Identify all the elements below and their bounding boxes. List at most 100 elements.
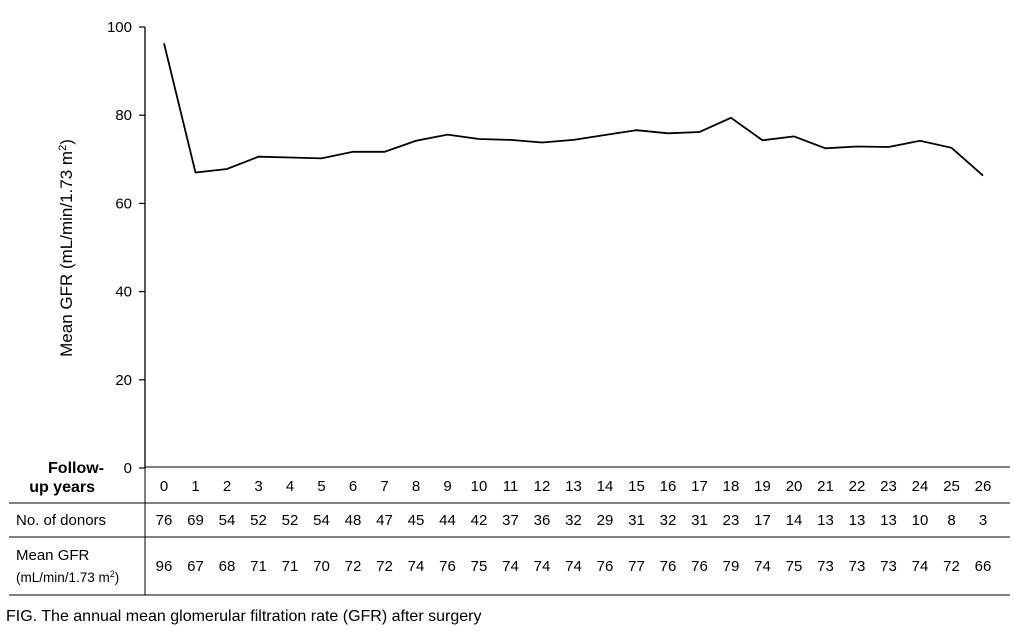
x-tick-label: 2 [223, 478, 231, 495]
gfr-value-cell: 76 [660, 558, 677, 575]
y-tick-label: 40 [115, 284, 132, 301]
x-tick-label: 13 [565, 478, 582, 495]
y-axis-title: Mean GFR (mL/min/1.73 m2) [57, 139, 76, 357]
gfr-series-line [163, 43, 984, 177]
row-label-gfr-line1: Mean GFR [16, 547, 90, 564]
donor-count-cell: 42 [471, 512, 488, 529]
gfr-value-cell: 77 [628, 558, 645, 575]
figure-caption: FIG. The annual mean glomerular filtrati… [6, 608, 482, 625]
x-tick-label: 9 [443, 478, 451, 495]
donor-count-cell: 32 [565, 512, 582, 529]
follow-up-header-line2: up years [29, 479, 95, 496]
y-tick-label: 80 [115, 107, 132, 124]
series-line-layer [163, 43, 984, 177]
x-tick-label: 25 [943, 478, 960, 495]
x-tick-label: 8 [412, 478, 420, 495]
x-tick-label: 5 [317, 478, 325, 495]
donor-count-cell: 44 [439, 512, 456, 529]
gfr-value-cell: 74 [565, 558, 582, 575]
donor-count-cell: 37 [502, 512, 519, 529]
x-tick-label: 10 [471, 478, 488, 495]
donor-count-cell: 52 [282, 512, 299, 529]
gfr-value-cell: 66 [975, 558, 992, 575]
follow-up-header-line1: Follow- [48, 460, 104, 477]
gfr-value-cell: 74 [754, 558, 771, 575]
donor-count-cell: 13 [880, 512, 897, 529]
donor-count-cell: 29 [597, 512, 614, 529]
gfr-value-cell: 71 [250, 558, 267, 575]
donor-count-cell: 45 [408, 512, 425, 529]
y-tick-label: 60 [115, 195, 132, 212]
gfr-value-cell: 71 [282, 558, 299, 575]
gfr-value-cell: 73 [817, 558, 834, 575]
x-tick-label: 20 [786, 478, 803, 495]
gfr-value-cell: 72 [345, 558, 362, 575]
donor-count-cell: 48 [345, 512, 362, 529]
donor-count-cell: 47 [376, 512, 393, 529]
gfr-value-cell: 73 [849, 558, 866, 575]
donor-count-cell: 36 [534, 512, 551, 529]
donor-count-cell: 8 [947, 512, 955, 529]
x-tick-label: 11 [503, 478, 519, 495]
donor-count-cell: 52 [250, 512, 267, 529]
x-tick-label: 1 [191, 478, 199, 495]
x-tick-label: 4 [286, 478, 294, 495]
donor-count-cell: 10 [912, 512, 929, 529]
donor-count-cell: 13 [849, 512, 866, 529]
gfr-value-cell: 76 [597, 558, 614, 575]
x-tick-label: 7 [380, 478, 388, 495]
donor-count-cell: 32 [660, 512, 677, 529]
x-tick-label: 6 [349, 478, 357, 495]
data-table: Follow-up years 0 1 2 3 4 5 6 7 8 9 10 11 12 13 14 15 16 1… [9, 460, 1010, 596]
gfr-value-cell: 74 [502, 558, 519, 575]
gfr-value-cell: 75 [786, 558, 803, 575]
x-tick-label: 14 [597, 478, 614, 495]
y-tick-label: 20 [115, 372, 132, 389]
x-tick-label: 0 [160, 478, 168, 495]
y-axis-label: Mean GFR (mL/min/1.73 m2) [57, 139, 76, 357]
gfr-value-cell: 72 [376, 558, 393, 575]
gfr-value-cell: 68 [219, 558, 236, 575]
donor-count-cell: 31 [628, 512, 645, 529]
gfr-value-cell: 76 [439, 558, 456, 575]
row-label-gfr-line2: (mL/min/1.73 m2) [16, 569, 119, 585]
donor-count-cell: 54 [313, 512, 330, 529]
y-tick-label: 0 [124, 460, 132, 477]
x-tick-label: 17 [691, 478, 708, 495]
gfr-value-cell: 70 [313, 558, 330, 575]
gfr-value-cell: 74 [912, 558, 929, 575]
x-tick-label: 12 [534, 478, 551, 495]
x-tick-label: 22 [849, 478, 866, 495]
donor-count-cell: 31 [691, 512, 708, 529]
gfr-value-cell: 67 [187, 558, 204, 575]
gfr-value-cell: 73 [880, 558, 897, 575]
row-label-donors: No. of donors [16, 512, 106, 529]
x-tick-label: 21 [817, 478, 834, 495]
gfr-value-cell: 75 [471, 558, 488, 575]
donor-count-cell: 54 [219, 512, 236, 529]
donor-count-cell: 13 [817, 512, 834, 529]
donor-count-cell: 3 [979, 512, 987, 529]
donor-count-cell: 17 [754, 512, 771, 529]
x-tick-label: 18 [723, 478, 740, 495]
donor-count-cell: 23 [723, 512, 740, 529]
donor-count-cell: 76 [156, 512, 173, 529]
gfr-value-cell: 74 [408, 558, 425, 575]
x-tick-label: 15 [628, 478, 645, 495]
x-tick-label: 24 [912, 478, 929, 495]
gfr-value-cell: 74 [534, 558, 551, 575]
x-tick-label: 19 [754, 478, 771, 495]
x-tick-label: 16 [660, 478, 677, 495]
x-tick-label: 23 [880, 478, 897, 495]
donor-count-cell: 14 [786, 512, 803, 529]
y-axis: 0 20 40 60 80 100 [107, 19, 146, 477]
y-tick-label: 100 [107, 19, 132, 36]
gfr-value-cell: 96 [156, 558, 173, 575]
gfr-value-cell: 76 [691, 558, 708, 575]
donor-count-cell: 69 [187, 512, 204, 529]
gfr-value-cell: 79 [723, 558, 740, 575]
x-tick-label: 26 [975, 478, 992, 495]
gfr-value-cell: 72 [943, 558, 960, 575]
x-tick-label: 3 [254, 478, 262, 495]
